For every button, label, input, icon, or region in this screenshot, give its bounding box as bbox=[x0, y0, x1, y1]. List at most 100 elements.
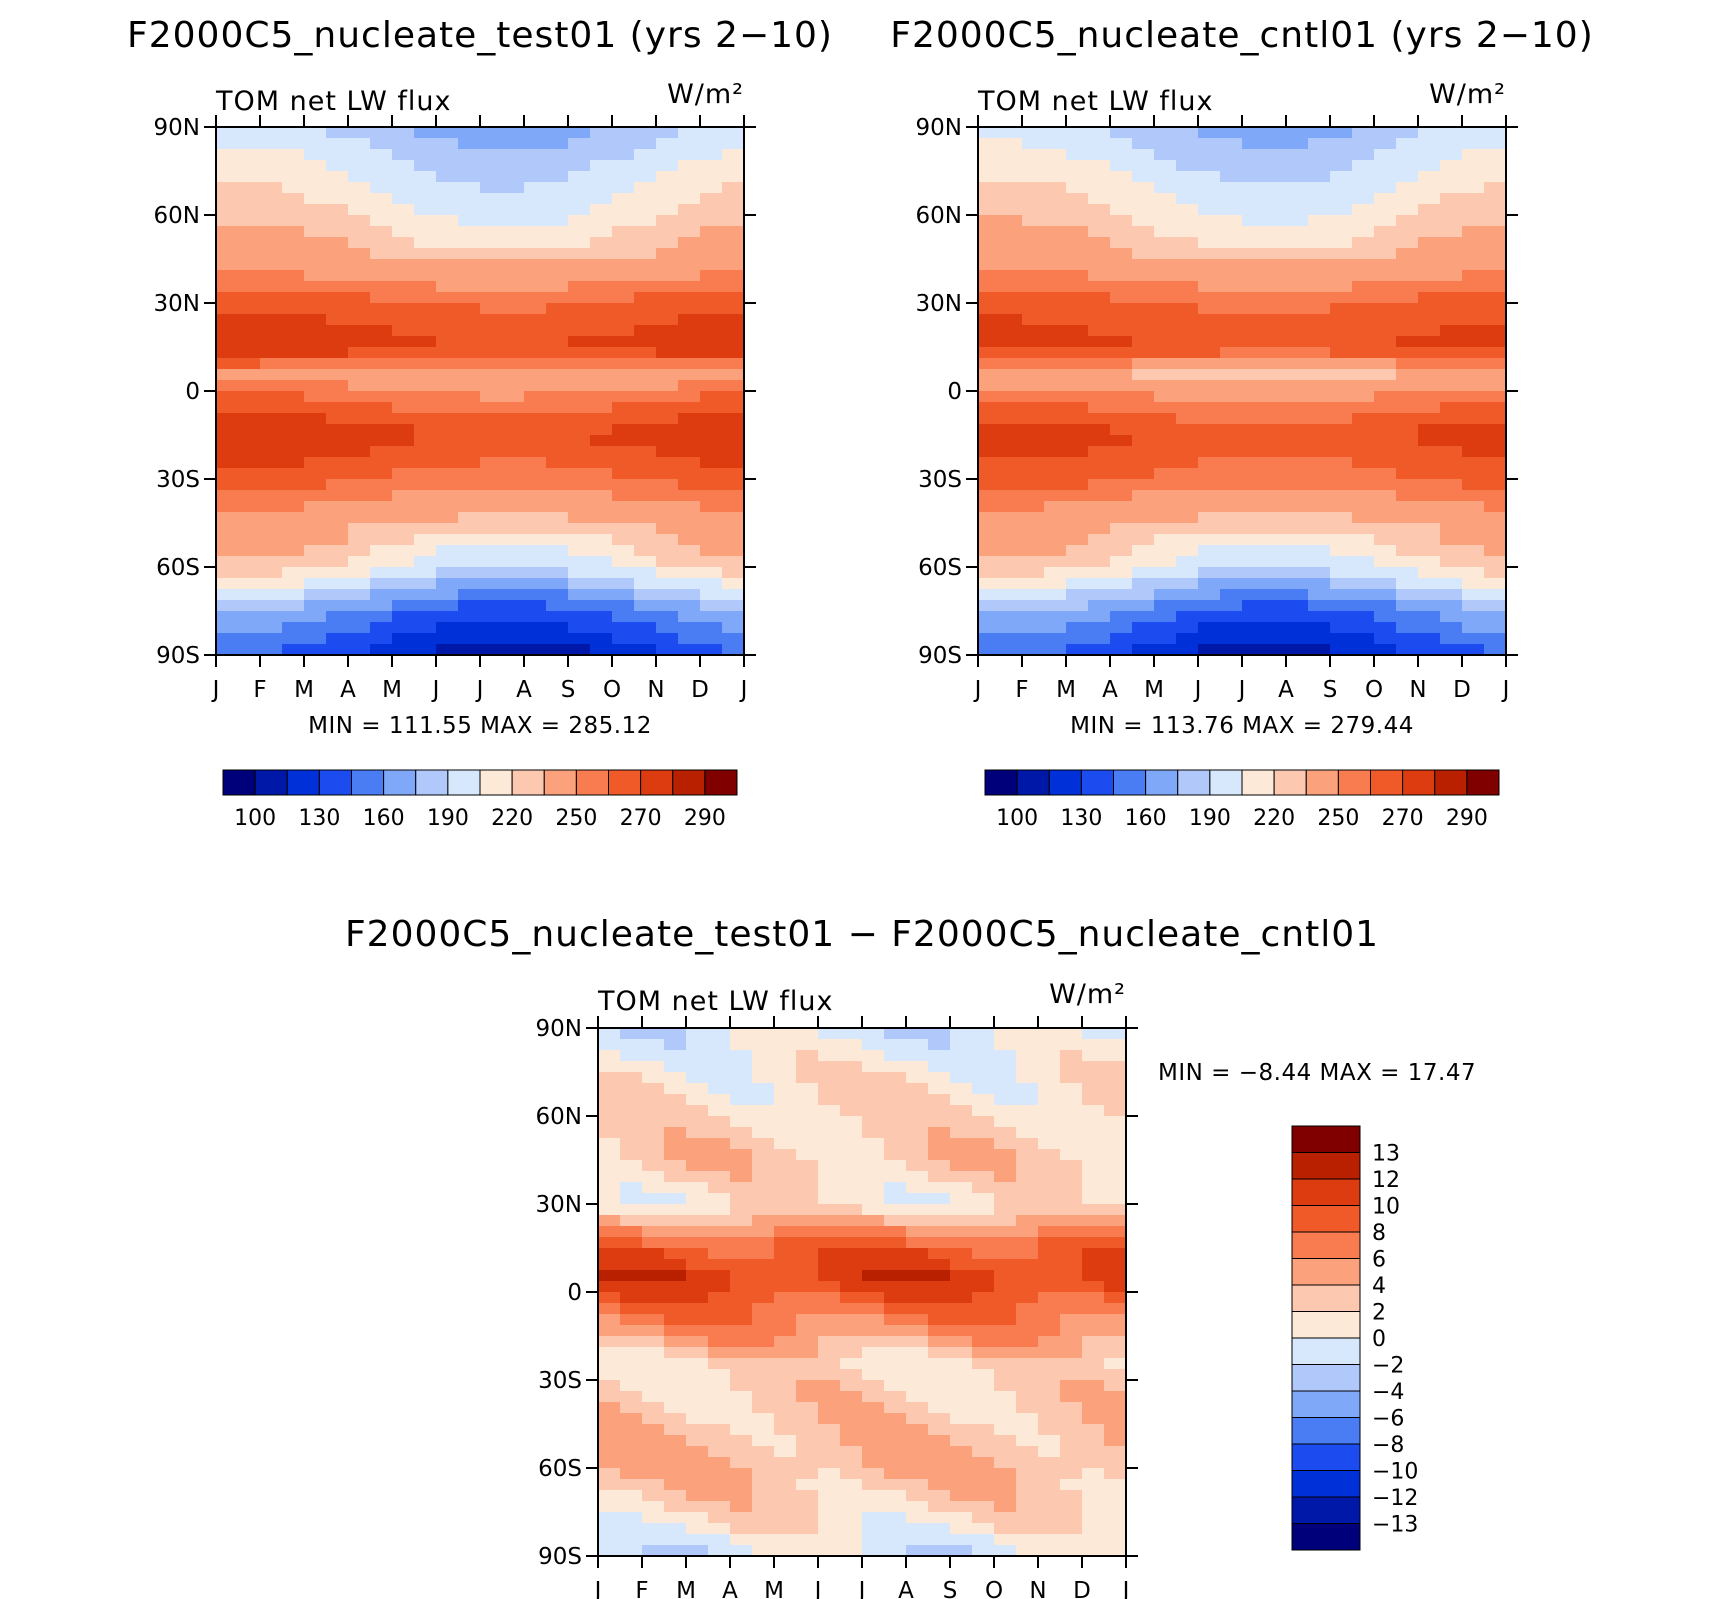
contour-cell bbox=[928, 1347, 951, 1359]
colorbar-swatch bbox=[1080, 769, 1114, 796]
contour-cell bbox=[656, 644, 679, 655]
contour-cell bbox=[642, 1116, 665, 1128]
contour-cell bbox=[216, 292, 239, 304]
contour-cell bbox=[664, 1259, 687, 1271]
contour-cell bbox=[1264, 600, 1287, 612]
contour-cell bbox=[722, 435, 744, 447]
contour-cell bbox=[1308, 523, 1331, 535]
contour-cell bbox=[1462, 160, 1485, 172]
contour-cell bbox=[1418, 292, 1441, 304]
contour-cell bbox=[752, 1457, 775, 1469]
contour-cell bbox=[1044, 160, 1067, 172]
contour-cell bbox=[524, 512, 547, 524]
contour-cell bbox=[216, 160, 239, 172]
contour-cell bbox=[906, 1479, 929, 1491]
contour-cell bbox=[598, 1149, 621, 1161]
x-tick-label: S bbox=[1323, 677, 1338, 703]
contour-cell bbox=[686, 1237, 709, 1249]
contour-cell bbox=[906, 1270, 929, 1282]
contour-cell bbox=[1308, 534, 1331, 546]
contour-cell bbox=[1110, 171, 1133, 183]
contour-cell bbox=[1264, 413, 1287, 425]
contour-cell bbox=[1352, 534, 1375, 546]
contour-cell bbox=[348, 281, 371, 293]
contour-cell bbox=[1066, 369, 1089, 381]
contour-cell bbox=[686, 1391, 709, 1403]
contour-cell bbox=[620, 1490, 643, 1502]
contour-cell bbox=[436, 600, 459, 612]
contour-cell bbox=[414, 600, 437, 612]
contour-cell bbox=[1308, 248, 1331, 260]
contour-cell bbox=[612, 380, 635, 392]
colorbar-swatch bbox=[1466, 769, 1500, 796]
contour-cell bbox=[1198, 479, 1221, 491]
contour-cell bbox=[686, 1468, 709, 1480]
contour-cell bbox=[1396, 259, 1419, 271]
contour-cell bbox=[1016, 1325, 1039, 1337]
contour-cell bbox=[1110, 347, 1133, 359]
contour-cell bbox=[1066, 545, 1089, 557]
contour-cell bbox=[1132, 204, 1155, 216]
contour-cell bbox=[370, 578, 393, 590]
contour-cell bbox=[502, 501, 525, 513]
contour-cell bbox=[752, 1534, 775, 1546]
contour-cell bbox=[1038, 1182, 1061, 1194]
contour-cell bbox=[642, 1314, 665, 1326]
contour-cell bbox=[884, 1424, 907, 1436]
contour-cell bbox=[524, 171, 547, 183]
contour-cell bbox=[840, 1182, 863, 1194]
contour-cell bbox=[1220, 303, 1243, 315]
contour-cell bbox=[348, 391, 371, 403]
contour-cell bbox=[686, 1512, 709, 1524]
contour-cell bbox=[458, 446, 481, 458]
contour-cell bbox=[1220, 160, 1243, 172]
y-tick-label: 30N bbox=[916, 291, 962, 317]
contour-cell bbox=[752, 1138, 775, 1150]
contour-cell bbox=[1154, 347, 1177, 359]
contour-cell bbox=[1352, 237, 1375, 249]
contour-cell bbox=[216, 281, 239, 293]
contour-cell bbox=[1110, 589, 1133, 601]
contour-cell bbox=[1104, 1149, 1126, 1161]
contour-cell bbox=[1242, 292, 1265, 304]
contour-cell bbox=[700, 204, 723, 216]
contour-cell bbox=[818, 1413, 841, 1425]
contour-cell bbox=[1060, 1391, 1083, 1403]
contour-cell bbox=[546, 248, 569, 260]
contour-cell bbox=[1038, 1072, 1061, 1084]
contour-cell bbox=[458, 622, 481, 634]
contour-cell bbox=[1352, 193, 1375, 205]
contour-cell bbox=[216, 138, 239, 150]
contour-cell bbox=[370, 259, 393, 271]
contour-cell bbox=[862, 1149, 885, 1161]
contour-cell bbox=[1418, 325, 1441, 337]
contour-cell bbox=[1374, 138, 1397, 150]
contour-cell bbox=[774, 1259, 797, 1271]
contour-cell bbox=[524, 292, 547, 304]
contour-cell bbox=[1088, 391, 1111, 403]
contour-cell bbox=[348, 479, 371, 491]
contour-cell bbox=[678, 446, 701, 458]
contour-cell bbox=[524, 215, 547, 227]
contour-cell bbox=[370, 171, 393, 183]
contour-cell bbox=[238, 633, 261, 645]
contour-cell bbox=[414, 578, 437, 590]
contour-cell bbox=[1440, 314, 1463, 326]
contour-cell bbox=[950, 1457, 973, 1469]
contour-cell bbox=[1220, 380, 1243, 392]
contour-cell bbox=[1060, 1083, 1083, 1095]
contour-cell bbox=[1374, 314, 1397, 326]
contour-cell bbox=[436, 127, 459, 139]
contour-cell bbox=[326, 567, 349, 579]
contour-cell bbox=[634, 226, 657, 238]
contour-cell bbox=[1104, 1314, 1126, 1326]
contour-cell bbox=[884, 1281, 907, 1293]
contour-cell bbox=[1286, 215, 1309, 227]
contour-cell bbox=[1154, 160, 1177, 172]
contour-cell bbox=[1396, 413, 1419, 425]
contour-cell bbox=[978, 567, 1001, 579]
contour-cell bbox=[502, 644, 525, 655]
contour-cell bbox=[282, 336, 305, 348]
contour-cell bbox=[1066, 633, 1089, 645]
contour-cell bbox=[1264, 127, 1287, 139]
